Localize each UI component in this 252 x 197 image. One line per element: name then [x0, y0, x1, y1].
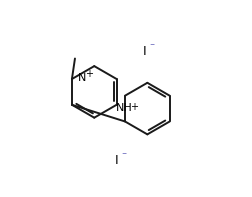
Text: I: I: [143, 45, 146, 58]
Text: +: +: [85, 70, 93, 79]
Text: I: I: [115, 154, 119, 167]
Text: ⁻: ⁻: [149, 43, 154, 52]
Text: ⁻: ⁻: [122, 151, 127, 161]
Text: N: N: [78, 73, 86, 83]
Text: +: +: [130, 102, 138, 112]
Text: NH: NH: [116, 103, 133, 113]
